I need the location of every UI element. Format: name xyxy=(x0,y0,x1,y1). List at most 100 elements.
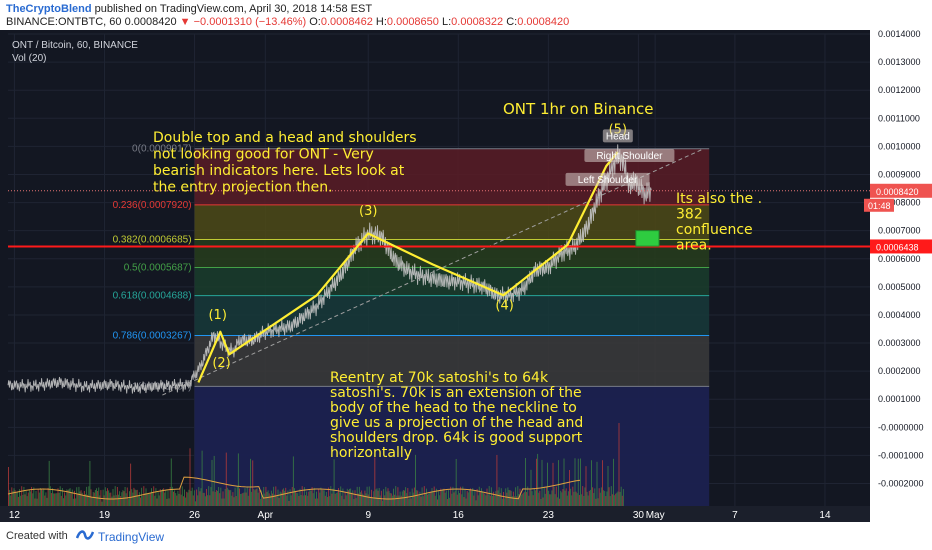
volume-bar xyxy=(531,491,533,506)
volume-bar xyxy=(553,486,555,506)
pattern-label-box xyxy=(584,149,675,163)
open-label: O: xyxy=(309,16,321,28)
volume-bar xyxy=(57,488,59,506)
volume-bar xyxy=(146,493,148,506)
volume-bar xyxy=(228,489,229,506)
volume-bar xyxy=(429,492,431,506)
volume-bar xyxy=(503,491,504,506)
time-tick-label: 9 xyxy=(365,510,371,521)
volume-bar xyxy=(78,486,80,506)
pattern-label-box xyxy=(602,129,633,143)
volume-bar xyxy=(285,487,287,506)
dashed-trendline[interactable] xyxy=(162,148,703,396)
volume-bar xyxy=(473,495,475,506)
volume-bar xyxy=(59,486,61,506)
volume-bar xyxy=(72,498,74,506)
volume-bar xyxy=(204,496,206,506)
volume-bar xyxy=(445,490,447,506)
volume-bar xyxy=(246,486,248,506)
volume-bar xyxy=(58,492,60,506)
volume-bar xyxy=(616,492,618,506)
volume-bar xyxy=(561,492,563,506)
pattern-label: Head xyxy=(606,131,630,142)
volume-bar xyxy=(518,494,520,506)
volume-bar xyxy=(338,488,339,506)
volume-bar xyxy=(129,491,130,506)
volume-bar xyxy=(614,495,616,506)
volume-bar xyxy=(221,498,223,506)
volume-bar xyxy=(585,466,587,506)
volume-bar xyxy=(499,493,501,506)
volume-bar xyxy=(468,489,470,506)
volume-bar xyxy=(372,498,374,506)
close-label: C: xyxy=(506,16,518,28)
volume-bar xyxy=(20,495,22,506)
volume-bar xyxy=(225,452,227,506)
time-tick-label: 26 xyxy=(189,510,201,521)
volume-bar xyxy=(211,459,213,506)
volume-bar xyxy=(116,486,118,506)
volume-bar xyxy=(98,487,100,506)
volume-bar xyxy=(490,487,492,506)
volume-bar xyxy=(314,498,316,506)
drawings[interactable] xyxy=(8,148,870,396)
volume-bar xyxy=(349,488,350,506)
volume-bar xyxy=(291,486,293,506)
volume-bar xyxy=(182,496,184,506)
target-box[interactable] xyxy=(635,230,660,247)
volume-bar xyxy=(578,495,580,506)
time-tick-label: 12 xyxy=(9,510,21,521)
low-value: 0.0008322 xyxy=(451,16,504,28)
price-tick-label: 0.0011000 xyxy=(878,113,920,123)
volume-bar xyxy=(274,494,276,506)
volume-bar xyxy=(408,498,410,506)
volume-bar xyxy=(17,496,19,506)
volume-bar xyxy=(289,489,291,506)
volume-bar xyxy=(90,489,92,506)
volume-bar xyxy=(71,489,73,506)
volume-bar xyxy=(543,486,545,506)
volume-bar xyxy=(415,454,416,506)
volume-bar xyxy=(320,487,322,506)
price-chart[interactable]: 0(0.0009917) 0.236(0.0007920) 0.382(0.0006… xyxy=(0,30,932,522)
volume-bar xyxy=(431,488,433,506)
volume-bar xyxy=(397,487,399,506)
confluence-annotation: area. xyxy=(676,238,712,254)
volume-bar xyxy=(265,486,267,506)
price-tick-label: 0.0007000 xyxy=(878,226,921,236)
author-link[interactable]: TheCryptoBlend xyxy=(6,3,92,15)
price-tick-label: 0.0005000 xyxy=(878,282,921,292)
volume-bar xyxy=(44,495,46,506)
volume-bar xyxy=(42,490,44,506)
volume-bar xyxy=(253,488,255,506)
volume-bar xyxy=(620,486,622,506)
tradingview-link[interactable]: TradingView xyxy=(98,530,165,544)
time-axis[interactable]: 12 19 26 Apr 9 16 23 30 May 7 14 xyxy=(0,506,870,522)
pattern-label-box xyxy=(565,172,650,186)
double-top-annotation: the entry projection then. xyxy=(153,180,333,196)
volume-bar xyxy=(375,489,377,506)
volume-bar xyxy=(444,492,446,506)
volume-bar xyxy=(195,501,196,506)
volume-bar xyxy=(173,491,174,506)
volume-bar xyxy=(141,487,143,506)
volume-bar xyxy=(103,495,105,506)
volume-bar xyxy=(190,490,192,506)
volume-bar xyxy=(15,492,17,506)
volume-bar xyxy=(166,498,168,506)
volume-bar xyxy=(364,490,366,506)
price-axis[interactable]: 0.0014000 0.0013000 0.0012000 0.0011000 0.00… xyxy=(864,30,932,522)
volume-bar xyxy=(577,458,579,506)
volume-bar xyxy=(383,489,385,506)
volume-bar xyxy=(416,490,418,506)
elliott-wave-path[interactable] xyxy=(197,151,619,383)
wave-label: (3) xyxy=(359,204,377,219)
volume-bar xyxy=(310,490,312,506)
volume-bar xyxy=(321,489,323,506)
close-value: 0.0008420 xyxy=(517,16,570,28)
volume-bar xyxy=(410,498,412,506)
volume-bar xyxy=(145,488,147,506)
volume-bar xyxy=(22,494,24,506)
volume-bar xyxy=(606,491,608,506)
volume-bar xyxy=(305,495,306,506)
